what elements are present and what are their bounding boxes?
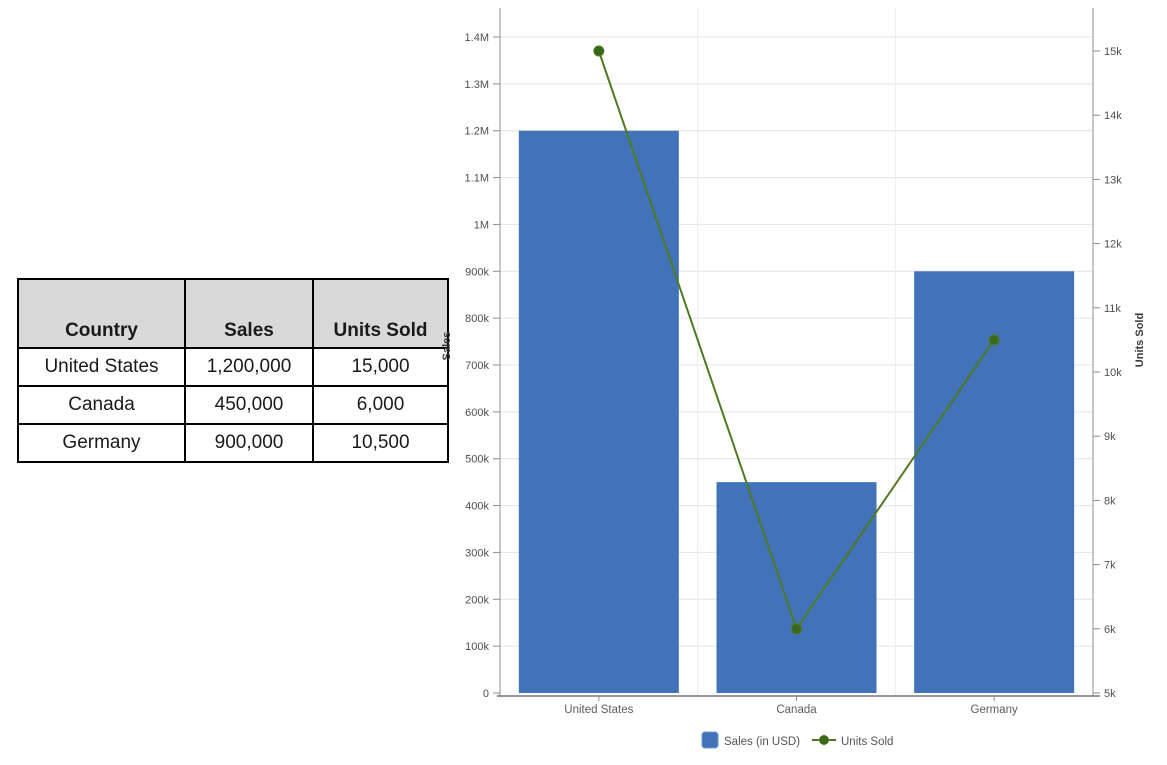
right-tick-label: 14k: [1104, 110, 1122, 122]
left-tick-label: 300k: [465, 547, 489, 559]
line-marker-united-states[interactable]: [593, 45, 605, 57]
left-tick-label: 1.3M: [465, 79, 489, 91]
table-cell: 15,000: [312, 347, 449, 387]
legend-dot-marker: [819, 735, 829, 745]
x-category-label: Germany: [971, 704, 1019, 716]
right-tick-label: 8k: [1104, 495, 1116, 507]
left-tick-label: 1.4M: [465, 32, 489, 44]
right-tick-label: 10k: [1104, 367, 1122, 379]
left-tick-label: 1M: [474, 219, 489, 231]
table-row: United States 1,200,000 15,000: [17, 347, 449, 387]
legend-item-sales[interactable]: Sales (in USD): [701, 731, 800, 749]
right-tick-label: 6k: [1104, 624, 1116, 636]
table-cell: 900,000: [184, 423, 314, 463]
left-tick-label: 1.1M: [465, 173, 489, 185]
table-row: Germany 900,000 10,500: [17, 423, 449, 463]
legend-swatch-sales: [701, 731, 719, 749]
table-body: United States 1,200,000 15,000 Canada 450,00…: [17, 347, 449, 463]
column-header-units-sold: Units Sold: [312, 278, 449, 349]
x-category-label: United States: [564, 704, 633, 716]
left-tick-label: 500k: [465, 454, 489, 466]
right-tick-label: 12k: [1104, 239, 1122, 251]
table-row: Canada 450,000 6,000: [17, 385, 449, 425]
line-marker-germany[interactable]: [988, 334, 1000, 346]
bar-canada[interactable]: [716, 482, 877, 693]
left-tick-label: 800k: [465, 313, 489, 325]
right-tick-label: 13k: [1104, 174, 1122, 186]
legend-label-sales: Sales (in USD): [724, 736, 800, 748]
right-axis-title: Units Sold: [1134, 313, 1146, 367]
left-tick-label: 1.2M: [465, 126, 489, 138]
table-header-row: Country Sales Units Sold: [17, 278, 449, 349]
table-cell: 6,000: [312, 385, 449, 425]
right-tick-label: 9k: [1104, 431, 1116, 443]
left-tick-label: 400k: [465, 501, 489, 513]
left-axis-title: Sales: [441, 332, 453, 361]
left-tick-label: 700k: [465, 360, 489, 372]
legend-label-units-sold: Units Sold: [841, 736, 893, 748]
sales-units-combo-chart: 0 100k 200k 300k 400k 500k 600k 700k 800k 900k 1M 1…: [441, 8, 1146, 749]
table-cell: United States: [17, 347, 186, 387]
left-tick-label: 100k: [465, 641, 489, 653]
left-tick-label: 0: [483, 688, 489, 700]
bar-united-states[interactable]: [518, 130, 679, 693]
left-tick-label: 900k: [465, 266, 489, 278]
table-cell: 10,500: [312, 423, 449, 463]
column-header-country: Country: [17, 278, 186, 349]
column-header-sales: Sales: [184, 278, 314, 349]
table-cell: 450,000: [184, 385, 314, 425]
table-cell: 1,200,000: [184, 347, 314, 387]
table-header: Country Sales Units Sold: [17, 278, 449, 349]
sales-data-table: Country Sales Units Sold United States 1,20…: [17, 278, 449, 463]
legend-item-units-sold[interactable]: Units Sold: [812, 735, 893, 749]
right-tick-label: 7k: [1104, 560, 1116, 572]
right-tick-label: 15k: [1104, 46, 1122, 58]
table-cell: Germany: [17, 423, 186, 463]
x-category-label: Canada: [776, 704, 817, 716]
right-tick-label: 5k: [1104, 688, 1116, 700]
left-tick-label: 200k: [465, 594, 489, 606]
table-cell: Canada: [17, 385, 186, 425]
line-marker-canada[interactable]: [791, 623, 802, 635]
left-tick-label: 600k: [465, 407, 489, 419]
legend: Sales (in USD) Units Sold: [701, 731, 893, 749]
right-tick-label: 11k: [1104, 303, 1121, 315]
